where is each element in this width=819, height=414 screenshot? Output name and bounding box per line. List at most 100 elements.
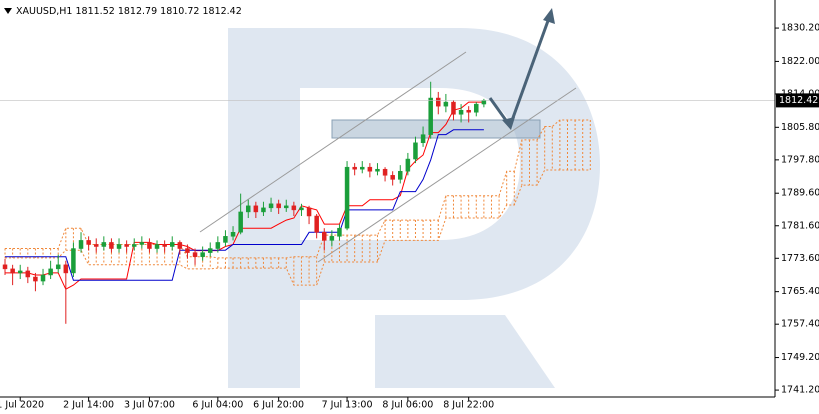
axes: 1830.201822.001814.001805.801797.801789.… [0,23,819,411]
candle-body [48,268,53,276]
candle-body [458,109,464,115]
candle-body [223,236,228,243]
indicator-line [5,129,484,281]
y-tick-label: 1757.40 [781,319,819,330]
candle-body [10,268,15,274]
candle-body [451,101,456,115]
candle-body [177,242,183,249]
candle-body [299,207,304,211]
candle-body [329,236,335,241]
candle-body [268,203,274,209]
candle-body [215,242,221,249]
candle-body [124,244,129,247]
candle-body [344,166,350,229]
candle-body [33,276,38,282]
indicator-line [5,101,484,290]
candle-body [101,242,107,247]
y-tick-label: 1741.20 [781,385,819,396]
header-open: 1811.52 [76,6,115,17]
candle-body [443,101,449,107]
x-tick-label: 6 Jul 20:00 [253,400,304,411]
price-label: 1812.42 [779,95,818,106]
candle-body [466,109,471,113]
candle-body [109,242,114,249]
candle-body [398,170,403,180]
header-close: 1812.42 [202,6,241,17]
arrow-head [502,117,515,130]
y-tick-label: 1781.60 [781,220,819,231]
support-zone [331,119,541,139]
plot-area [0,81,775,324]
candle-body [481,100,487,105]
candle-body [337,227,342,237]
candle-body [360,166,365,170]
y-tick-label: 1805.80 [781,122,819,133]
candle-body [245,205,251,213]
candle-body [352,166,357,170]
candle-body [436,97,441,107]
candle-body [71,248,76,274]
chart-title: XAUUSD,H1 [16,6,72,17]
candle-body [314,215,319,233]
x-tick-label: 2 Jul 14:00 [63,400,114,411]
candle-body [131,244,137,247]
y-tick-label: 1749.20 [781,352,819,363]
y-tick-label: 1797.80 [781,154,819,165]
x-tick-label: 8 Jul 22:00 [443,400,494,411]
x-tick-label: 3 Jul 07:00 [124,400,175,411]
candle-body [169,242,175,247]
y-tick-label: 1830.20 [781,23,819,34]
header-icon [4,8,12,14]
candle-body [230,232,236,237]
candle-body [413,142,418,160]
candle-body [322,232,327,241]
candle-body [17,270,23,274]
candle-body [276,203,281,209]
watermark-bowl [300,28,600,300]
candle-body [238,211,243,233]
watermark-leg [375,315,555,388]
candle-body [390,175,395,180]
y-tick-label: 1789.60 [781,188,819,199]
candle-body [207,248,213,253]
arrow-head [543,8,555,24]
channel-lower [317,87,577,263]
candle-body [2,264,8,270]
x-tick-label: 6 Jul 04:00 [192,400,243,411]
candle-body [306,207,312,217]
candle-body [420,134,426,144]
candle-body [474,103,479,113]
candle-body [382,168,388,176]
header-low: 1810.72 [160,6,199,17]
forecast-arrow [488,8,555,130]
channel-upper [199,51,467,233]
candle-body [63,264,69,274]
candle-body [162,244,167,247]
x-tick-label: 1 Jul 2020 [0,400,44,411]
candle-body [375,168,380,172]
candle-body [147,242,152,249]
candle-body [55,264,61,270]
candle-body [25,270,31,278]
candle-body [154,244,160,249]
candle-body [139,242,145,245]
x-tick-label: 7 Jul 13:00 [322,400,373,411]
candle-body [405,158,411,172]
price-label-box [776,93,819,108]
cloud-edge [5,169,591,286]
candle-body [261,207,266,213]
y-tick-label: 1822.00 [781,56,819,67]
candle-body [200,252,205,257]
candle-body [291,205,297,211]
y-tick-label: 1773.60 [781,253,819,264]
x-tick-label: 8 Jul 06:00 [382,400,433,411]
candle-body [40,274,46,282]
y-tick-label: 1765.40 [781,286,819,297]
candle-body [116,244,122,249]
candle-body [192,252,198,257]
candle-body [367,166,373,172]
candle-body [284,205,289,209]
candle-body [93,244,99,247]
